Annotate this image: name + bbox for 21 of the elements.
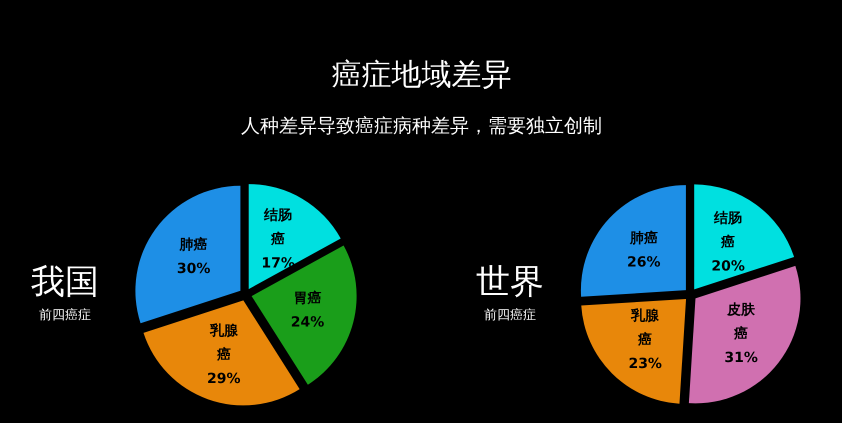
slice-label: 结肠癌 [713,210,742,251]
data-label: 23% [628,356,662,372]
slice-label: 肺癌 [178,236,208,253]
text: 前四癌症 [484,308,536,323]
data-label: 24% [290,314,324,330]
slice-label: 乳腺癌 [630,308,660,348]
text: 癌症地域差异 [332,57,512,92]
text: 世界 [476,262,544,302]
slice-label: 肺癌 [628,230,658,247]
data-label: 29% [207,370,241,387]
data-label: 30% [176,260,210,277]
slice-label: 胃癌 [294,289,322,306]
data-label: 31% [724,350,758,366]
slice-label: 乳腺癌 [208,322,239,363]
text: 人种差异导致癌症病种差异，需要独立创制 [241,114,602,137]
text: 我国 [30,262,99,302]
data-label: 20% [711,258,745,275]
text: 前四癌症 [38,308,91,323]
data-label: 26% [627,254,661,271]
slice-label: 皮肤癌 [726,302,756,342]
slice-label: 结肠癌 [263,207,292,248]
